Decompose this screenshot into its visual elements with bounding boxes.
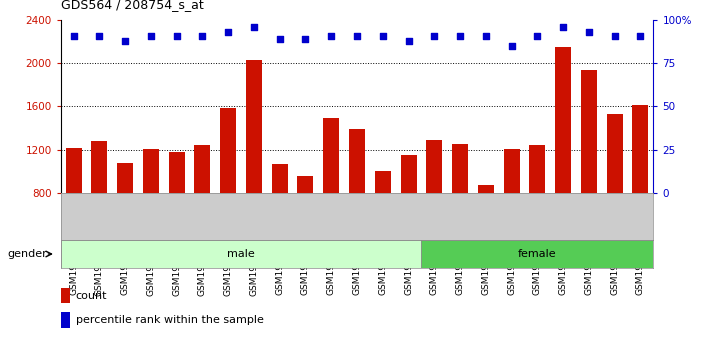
Bar <box>529 146 545 193</box>
Bar <box>323 118 339 193</box>
Point <box>403 38 414 43</box>
Point <box>196 33 208 38</box>
Point <box>248 24 260 30</box>
Bar <box>194 146 211 193</box>
Bar <box>375 171 391 193</box>
Bar <box>478 185 494 193</box>
Point <box>454 33 466 38</box>
Text: GDS564 / 208754_s_at: GDS564 / 208754_s_at <box>61 0 203 11</box>
Bar <box>633 105 648 193</box>
Bar <box>607 114 623 193</box>
Text: male: male <box>227 249 255 259</box>
Bar <box>503 149 520 193</box>
Text: count: count <box>76 290 107 300</box>
Bar <box>66 148 81 193</box>
Point <box>506 43 518 49</box>
Bar <box>555 47 571 193</box>
Point <box>428 33 440 38</box>
Text: female: female <box>518 249 557 259</box>
Bar <box>426 140 442 193</box>
Bar <box>117 163 133 193</box>
Bar <box>581 70 597 193</box>
Bar <box>61 240 421 268</box>
Point <box>119 38 131 43</box>
Point <box>68 33 79 38</box>
Point <box>223 29 234 35</box>
Text: percentile rank within the sample: percentile rank within the sample <box>76 315 263 325</box>
Point <box>94 33 105 38</box>
Bar <box>298 176 313 193</box>
Bar <box>143 149 159 193</box>
Bar <box>169 152 185 193</box>
Bar <box>349 129 365 193</box>
Point <box>300 36 311 42</box>
Point <box>274 36 286 42</box>
Point <box>609 33 620 38</box>
Bar <box>452 144 468 193</box>
Point <box>558 24 569 30</box>
Point <box>326 33 337 38</box>
Text: gender: gender <box>7 249 47 259</box>
Point <box>145 33 156 38</box>
Point <box>171 33 182 38</box>
Bar <box>246 60 262 193</box>
Point <box>583 29 595 35</box>
Bar <box>220 108 236 193</box>
Bar <box>91 141 107 193</box>
Bar <box>421 240 653 268</box>
Point <box>635 33 646 38</box>
Point <box>351 33 363 38</box>
Point <box>480 33 491 38</box>
Bar <box>401 155 416 193</box>
Bar <box>272 164 288 193</box>
Point <box>532 33 543 38</box>
Point <box>377 33 388 38</box>
